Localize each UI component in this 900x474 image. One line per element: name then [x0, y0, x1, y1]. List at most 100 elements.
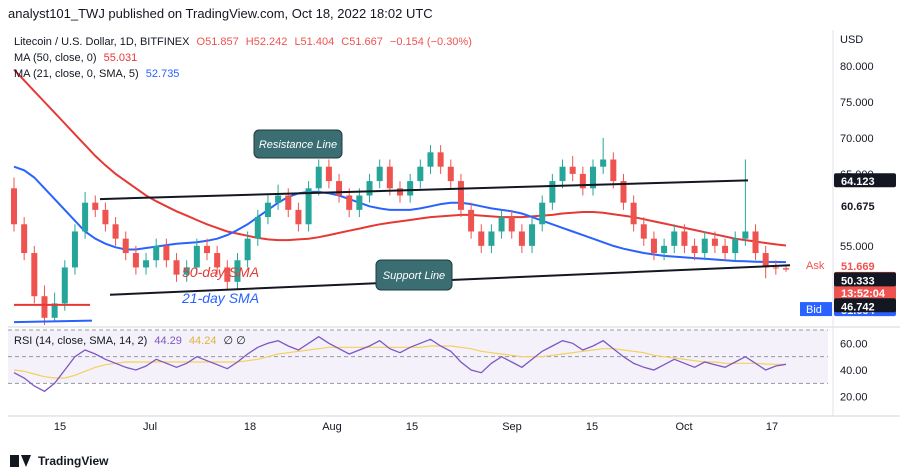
candle-body — [264, 202, 271, 218]
rsi-legend: RSI (14, close, SMA, 14, 2) 44.29 44.24 … — [14, 334, 250, 347]
time-tick-label: Oct — [675, 421, 692, 433]
candle-body — [518, 231, 525, 246]
candle-body — [569, 166, 576, 174]
ma50-line — [13, 68, 787, 247]
currency-label: USD — [840, 34, 863, 46]
candle-body — [122, 238, 129, 254]
candle-body — [549, 181, 556, 203]
candle-body — [346, 195, 353, 210]
candle-body — [183, 267, 190, 275]
high-marker-badge: 64.123 — [834, 173, 896, 188]
rsi-extra: ∅ ∅ — [223, 335, 246, 347]
rsi-tick-label: 60.00 — [840, 338, 868, 350]
candle-body — [305, 188, 312, 225]
ask-label-bg — [800, 257, 832, 272]
brand-name: TradingView — [38, 454, 109, 468]
price-50-badge-bg — [834, 272, 896, 287]
candle-body — [21, 224, 28, 254]
candle-body — [315, 166, 322, 189]
candle-body — [336, 181, 343, 196]
candle-body — [529, 224, 536, 246]
candle-body — [173, 260, 180, 275]
price-60-badge-bg — [834, 198, 896, 213]
rsi-ma-value: 44.24 — [188, 335, 217, 347]
candle-body — [661, 245, 668, 254]
candle-body — [244, 238, 251, 261]
time-tick-label: 15 — [406, 421, 418, 433]
price-46-badge-text: 46.742 — [841, 301, 875, 313]
support-callout: Support Line — [375, 259, 453, 291]
rsi-series — [13, 335, 787, 393]
price-tick-label: 80.000 — [840, 61, 874, 73]
candle-body — [722, 245, 729, 254]
sma21-legend-stroke — [13, 319, 93, 324]
time-tick-label: 15 — [586, 421, 598, 433]
price-grid — [8, 30, 900, 417]
candle-body — [61, 267, 68, 304]
candle-body — [203, 245, 211, 254]
candle-body — [275, 195, 282, 203]
ma50-value: 55.031 — [103, 52, 138, 64]
ma21-label: MA (21, close, 0, SMA, 5) — [14, 68, 139, 80]
low-value: L51.404 — [294, 36, 335, 48]
sma21-annotation: 21-day SMA — [181, 290, 259, 306]
time-tick-label: 18 — [244, 421, 256, 433]
candle-body — [478, 231, 485, 246]
candle-body — [691, 245, 698, 254]
candle-body — [772, 267, 779, 269]
time-tick-label: 17 — [766, 421, 778, 433]
candle-body — [559, 166, 566, 182]
rsi-label: RSI (14, close, SMA, 14, 2) — [14, 335, 148, 347]
rsi-tick-label: 40.00 — [840, 365, 868, 377]
resistance-callout: Resistance Line — [253, 129, 343, 159]
candle-body — [112, 224, 119, 239]
candle-body — [681, 231, 688, 246]
tradingview-logo-icon — [10, 455, 32, 467]
candle-body — [51, 303, 58, 318]
candle-body — [468, 209, 475, 232]
bid-label: Bid — [806, 304, 822, 316]
ask-value-badge-bg — [834, 257, 896, 272]
candle-body — [193, 245, 200, 268]
ma21-legend: MA (21, close, 0, SMA, 5) 52.735 — [14, 68, 183, 80]
candle-body — [407, 181, 414, 196]
close-value: C51.667 — [341, 36, 383, 48]
candle-body — [640, 224, 647, 239]
candle-body — [10, 188, 18, 225]
candle-body — [366, 181, 373, 196]
time-tick-label: Jul — [143, 421, 157, 433]
candle-body — [295, 209, 302, 225]
ma50-legend: MA (50, close, 0) 55.031 — [14, 52, 141, 64]
candle-body — [508, 217, 515, 232]
candle-body — [579, 173, 586, 189]
candle-body — [427, 152, 434, 167]
time-tick-label: Aug — [322, 421, 342, 433]
annotations: Resistance Line Support Line 50-day SMA 21-… — [181, 129, 453, 306]
candle-body — [742, 231, 749, 239]
candle-body — [82, 202, 89, 232]
high-marker-badge-text: 64.123 — [841, 176, 875, 188]
candle-body — [600, 159, 607, 167]
candle-body — [417, 166, 424, 182]
rsi-background — [8, 329, 828, 384]
ma21-value: 52.735 — [145, 68, 180, 80]
resistance-callout-box — [253, 129, 343, 159]
moving-averages — [13, 68, 787, 264]
candle-body — [498, 217, 505, 232]
candle-body — [31, 253, 38, 297]
price-tick-label: 70.000 — [840, 133, 874, 145]
axes: USD80.00075.00070.00065.00055.00060.0040… — [54, 34, 896, 433]
publisher-header: analyst101_TWJ published on TradingView.… — [8, 6, 433, 21]
candle-body — [620, 181, 627, 203]
price-50-badge: 50.333 — [834, 272, 896, 287]
open-value: O51.857 — [196, 36, 239, 48]
candle-body — [711, 238, 718, 246]
candle-body — [214, 253, 221, 268]
candle-body — [752, 231, 759, 254]
candle-body — [630, 202, 637, 225]
candle-body — [254, 217, 261, 239]
candle-body — [488, 231, 495, 246]
ask-label: Ask — [806, 260, 825, 272]
candlestick-series — [10, 137, 790, 325]
